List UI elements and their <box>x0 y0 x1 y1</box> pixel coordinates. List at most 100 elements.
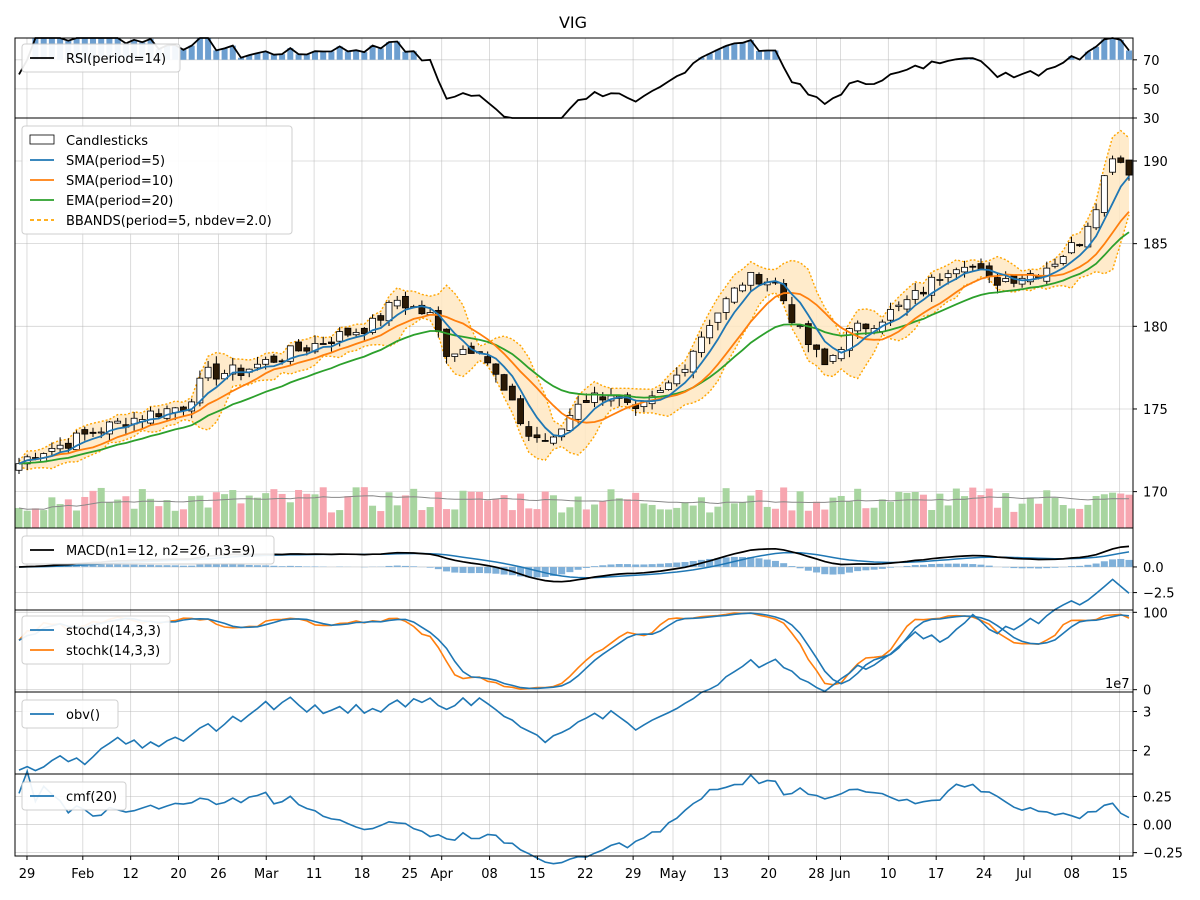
candle-body <box>928 276 936 296</box>
macd-hist-bar <box>1084 564 1092 567</box>
candle-body <box>517 398 524 425</box>
x-tick-label: 17 <box>928 867 945 882</box>
x-tick-label: 20 <box>170 867 187 882</box>
candle-body <box>311 343 319 353</box>
macd-hist-bar <box>105 564 113 567</box>
volume-bar <box>837 495 845 528</box>
chart-title: VIG <box>559 13 587 32</box>
volume-bar <box>1026 497 1034 528</box>
candle-body <box>81 429 89 435</box>
legend-swatch <box>29 134 55 145</box>
volume-bar <box>130 508 138 528</box>
candle-body <box>722 298 730 313</box>
macd-hist-bar <box>870 566 878 570</box>
macd-hist-bar <box>1109 559 1117 567</box>
x-tick-label: 28 <box>808 867 825 882</box>
volume-bar <box>138 489 146 528</box>
volume-bar <box>286 502 294 528</box>
volume-bar <box>1125 494 1133 528</box>
candle-body <box>911 290 919 300</box>
macd-hist-bar <box>977 564 985 567</box>
candle-body <box>402 295 409 309</box>
volume-bar <box>278 493 286 528</box>
volume-bar <box>804 510 812 528</box>
volume-bar <box>623 499 631 528</box>
macd-hist-bar <box>911 565 919 567</box>
y-tick-label: 0 <box>1143 684 1151 699</box>
x-tick-label: 29 <box>625 867 642 882</box>
volume-bar <box>1067 508 1075 528</box>
volume-bar <box>525 508 533 528</box>
candle-body <box>459 348 467 355</box>
candle-body <box>656 390 664 393</box>
volume-bar <box>467 491 475 528</box>
volume-bar <box>1043 490 1051 528</box>
volume-bar <box>369 505 377 528</box>
candle-body <box>1092 209 1100 229</box>
stochd-line <box>18 612 1130 690</box>
x-tick-label: 20 <box>760 867 777 882</box>
volume-bar <box>911 492 919 528</box>
x-tick-label: 18 <box>354 867 371 882</box>
volume-bar <box>870 507 878 528</box>
candle-body <box>48 447 56 452</box>
volume-bar <box>681 502 689 528</box>
volume-bar <box>23 510 31 528</box>
obv-line <box>18 578 1130 772</box>
candle-body <box>385 302 393 322</box>
volume-bar <box>755 489 763 528</box>
candle-body <box>262 359 270 365</box>
volume-bar <box>179 509 187 528</box>
macd-hist-bar <box>221 563 229 567</box>
candle-body <box>582 400 590 403</box>
volume-bar <box>813 501 821 528</box>
x-tick-label: 15 <box>1111 867 1128 882</box>
volume-bar <box>319 487 327 528</box>
volume-bar <box>566 507 574 528</box>
y-tick-label: 185 <box>1143 238 1168 253</box>
macd-hist-bar <box>615 564 623 567</box>
x-tick-label: 11 <box>306 867 323 882</box>
volume-bar <box>993 507 1001 528</box>
x-tick-label: 13 <box>713 867 730 882</box>
macd-hist-bar <box>196 564 204 567</box>
candle-body <box>739 284 746 292</box>
candle-body <box>344 327 352 336</box>
macd-hist-bar <box>928 564 936 567</box>
macd-hist-bar <box>188 565 196 567</box>
volume-bar <box>648 504 656 528</box>
volume-bar <box>336 510 344 528</box>
macd-hist-bar <box>114 564 122 567</box>
volume-bar <box>360 487 368 528</box>
volume-bar <box>673 507 681 528</box>
volume-bar <box>15 507 23 528</box>
candle-body <box>393 299 401 307</box>
macd-hist-bar <box>163 565 171 567</box>
volume-bar <box>977 495 985 528</box>
volume-bar <box>845 501 853 528</box>
volume-bar <box>549 495 557 528</box>
macd-hist-bar <box>1010 566 1018 569</box>
volume-bar <box>780 487 788 528</box>
volume-sma-line <box>18 495 1129 510</box>
macd-hist-bar <box>689 560 697 567</box>
macd-hist-bar <box>985 565 993 567</box>
legend-box <box>21 535 275 565</box>
volume-bar <box>1059 505 1067 528</box>
candle-body <box>821 348 829 366</box>
volume-bar <box>763 506 771 528</box>
y-tick-label: 2 <box>1143 745 1151 760</box>
volume-bar <box>31 508 39 528</box>
volume-bar <box>64 499 72 528</box>
volume-bar <box>434 491 442 528</box>
cmf-line <box>18 768 1130 865</box>
legend-box <box>21 699 119 729</box>
volume-bar <box>1035 503 1043 528</box>
x-tick-label: May <box>660 867 687 882</box>
volume-bar <box>919 494 927 528</box>
candle-body <box>204 366 212 379</box>
macd-hist-bar <box>681 562 689 567</box>
candle-body <box>97 431 105 434</box>
macd-hist-bar <box>286 565 294 567</box>
volume-bar <box>401 495 409 528</box>
